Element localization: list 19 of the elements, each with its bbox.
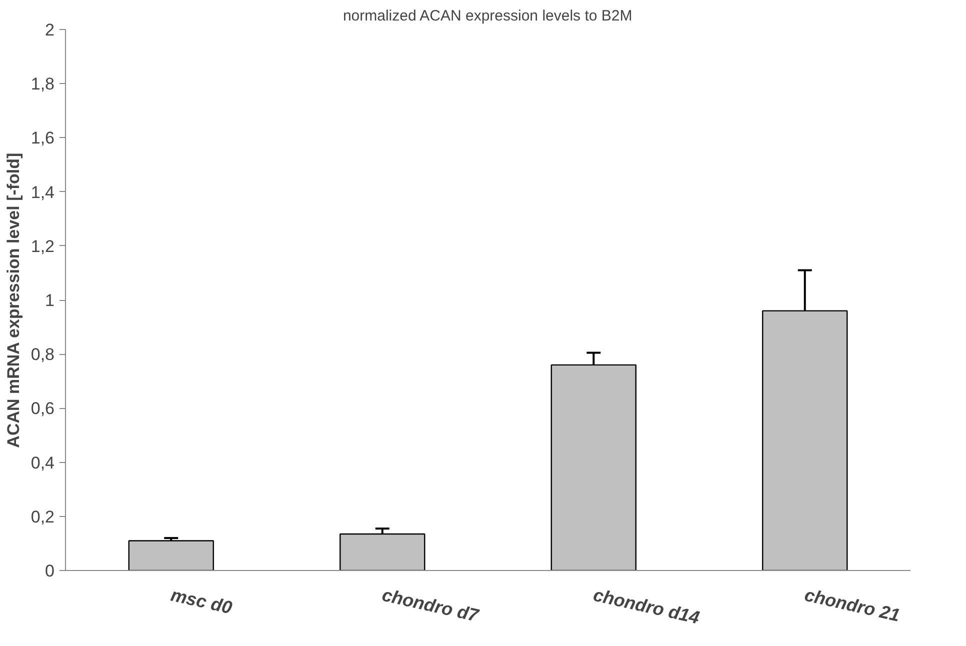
y-tick-label: 0 <box>45 562 55 580</box>
y-tick-label: 0,8 <box>30 345 55 364</box>
x-tick-label: chondro d14 <box>591 584 702 628</box>
y-tick-label: 1,2 <box>30 236 55 256</box>
x-tick-label: chondro 21 <box>802 584 902 626</box>
chart-title: normalized ACAN expression levels to B2M <box>342 8 632 24</box>
y-tick-label: 1 <box>45 291 55 310</box>
y-tick-label: 0,4 <box>30 453 55 472</box>
bar <box>340 533 426 570</box>
y-tick-label: 1,4 <box>30 182 55 202</box>
y-tick-label: 0,6 <box>30 399 55 418</box>
y-tick-label: 0,2 <box>30 507 55 526</box>
y-tick-label: 1,6 <box>30 128 55 148</box>
x-tick-label: chondro d7 <box>380 584 482 626</box>
y-tick-label: 2 <box>45 20 55 40</box>
y-axis-title: ACAN mRNA expression level [-fold] <box>4 152 23 448</box>
y-tick-label: 1,8 <box>30 74 55 94</box>
bar <box>128 540 214 570</box>
x-tick-label: msc d0 <box>168 584 234 618</box>
